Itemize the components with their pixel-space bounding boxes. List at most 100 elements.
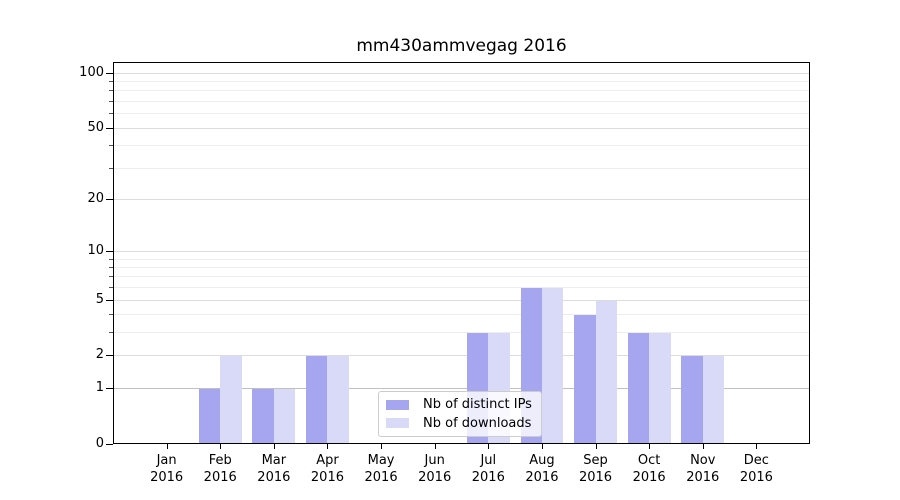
gridline-minor [114,258,809,260]
legend-item-distinct-ips: Nb of distinct IPs [379,397,541,412]
x-tick-mark [166,443,168,449]
gridline-major [114,355,809,357]
x-tick-mark [649,443,651,449]
legend-swatch-distinct-ips-icon [386,399,409,410]
x-tick-month: Dec [743,453,769,468]
x-tick-month: Feb [208,453,232,468]
x-tick-mark [434,443,436,449]
x-tick-mark [595,443,597,449]
x-tick-year: 2016 [686,470,720,485]
y-tick-mark-minor [109,314,113,316]
x-tick-year: 2016 [150,470,184,485]
bar-ips-oct [627,333,650,443]
bar-downloads-sep [595,300,617,443]
gridline-minor [114,266,809,268]
x-tick-month: Oct [637,453,661,468]
x-tick-year: 2016 [203,470,237,485]
gridline-minor [114,113,809,115]
x-tick-month: Nov [690,453,716,468]
x-tick-label-jun: Jun 2016 [403,452,467,486]
bar-ips-nov [681,356,703,443]
x-tick-label-dec: Dec 2016 [724,452,788,486]
gridline-minor [114,287,809,289]
y-tick-mark [106,355,113,357]
x-tick-label-mar: Mar 2016 [242,452,306,486]
x-tick-mark [220,443,222,449]
x-tick-label-may: May 2016 [349,452,413,486]
y-tick-mark [106,299,113,301]
gridline-minor [114,332,809,334]
y-tick-label: 2 [95,347,104,363]
x-tick-year: 2016 [257,470,291,485]
gridline-major [114,127,809,129]
gridline-major [114,387,809,389]
x-tick-mark [488,443,490,449]
bar-downloads-mar [273,388,296,443]
gridline-minor [114,81,809,83]
y-tick-mark [106,250,113,252]
y-tick-mark [106,127,113,129]
y-tick-mark-minor [109,81,113,83]
y-tick-label: 50 [87,119,104,135]
x-tick-month: Jan [156,453,177,468]
y-tick-mark-minor [109,167,113,169]
y-tick-mark-minor [109,287,113,289]
y-tick-mark [106,387,113,389]
x-tick-label-apr: Apr 2016 [295,452,359,486]
bar-ips-feb [198,388,221,443]
y-tick-label: 100 [79,64,104,80]
y-tick-mark-minor [109,332,113,334]
x-tick-mark [702,443,704,449]
x-tick-year: 2016 [310,470,344,485]
bar-downloads-oct [649,333,671,443]
x-tick-month: Mar [261,453,287,468]
y-tick-mark [106,72,113,74]
gridline-major [114,72,809,74]
x-tick-mark [327,443,329,449]
x-tick-year: 2016 [418,470,452,485]
x-tick-month: Apr [316,453,339,468]
x-tick-label-feb: Feb 2016 [188,452,252,486]
y-tick-mark-minor [109,101,113,103]
x-tick-month: May [367,453,395,468]
gridline-minor [114,90,809,92]
legend-label-distinct-ips: Nb of distinct IPs [423,397,532,413]
x-tick-year: 2016 [739,470,773,485]
bar-ips-mar [252,388,274,443]
x-tick-mark [273,443,275,449]
x-tick-year: 2016 [364,470,398,485]
x-tick-month: Jun [424,453,445,468]
x-tick-mark [381,443,383,449]
gridline-minor [114,145,809,147]
x-tick-label-jan: Jan 2016 [135,452,199,486]
x-tick-label-oct: Oct 2016 [617,452,681,486]
y-tick-mark-minor [109,258,113,260]
x-tick-year: 2016 [471,470,505,485]
x-tick-label-aug: Aug 2016 [510,452,574,486]
gridline-major [114,250,809,252]
x-tick-month: Jul [480,453,497,468]
bar-ips-apr [306,356,328,443]
gridline-minor [114,167,809,169]
x-tick-mark [756,443,758,449]
bar-downloads-apr [327,356,349,443]
bar-downloads-nov [702,356,725,443]
y-tick-mark [106,198,113,200]
bar-downloads-aug [541,288,564,443]
y-tick-mark-minor [109,276,113,278]
y-tick-mark [106,443,113,445]
y-tick-label: 5 [95,291,104,307]
bar-ips-sep [574,315,596,443]
x-tick-year: 2016 [525,470,559,485]
y-tick-mark-minor [109,266,113,268]
y-tick-mark-minor [109,90,113,92]
gridline-minor [114,314,809,316]
legend-item-downloads: Nb of downloads [379,416,541,431]
y-tick-label: 10 [87,242,104,258]
x-tick-month: Sep [583,453,608,468]
chart-title: mm430ammvegag 2016 [356,36,567,56]
x-tick-label-nov: Nov 2016 [671,452,735,486]
x-tick-label-jul: Jul 2016 [456,452,520,486]
legend-label-downloads: Nb of downloads [423,415,532,431]
